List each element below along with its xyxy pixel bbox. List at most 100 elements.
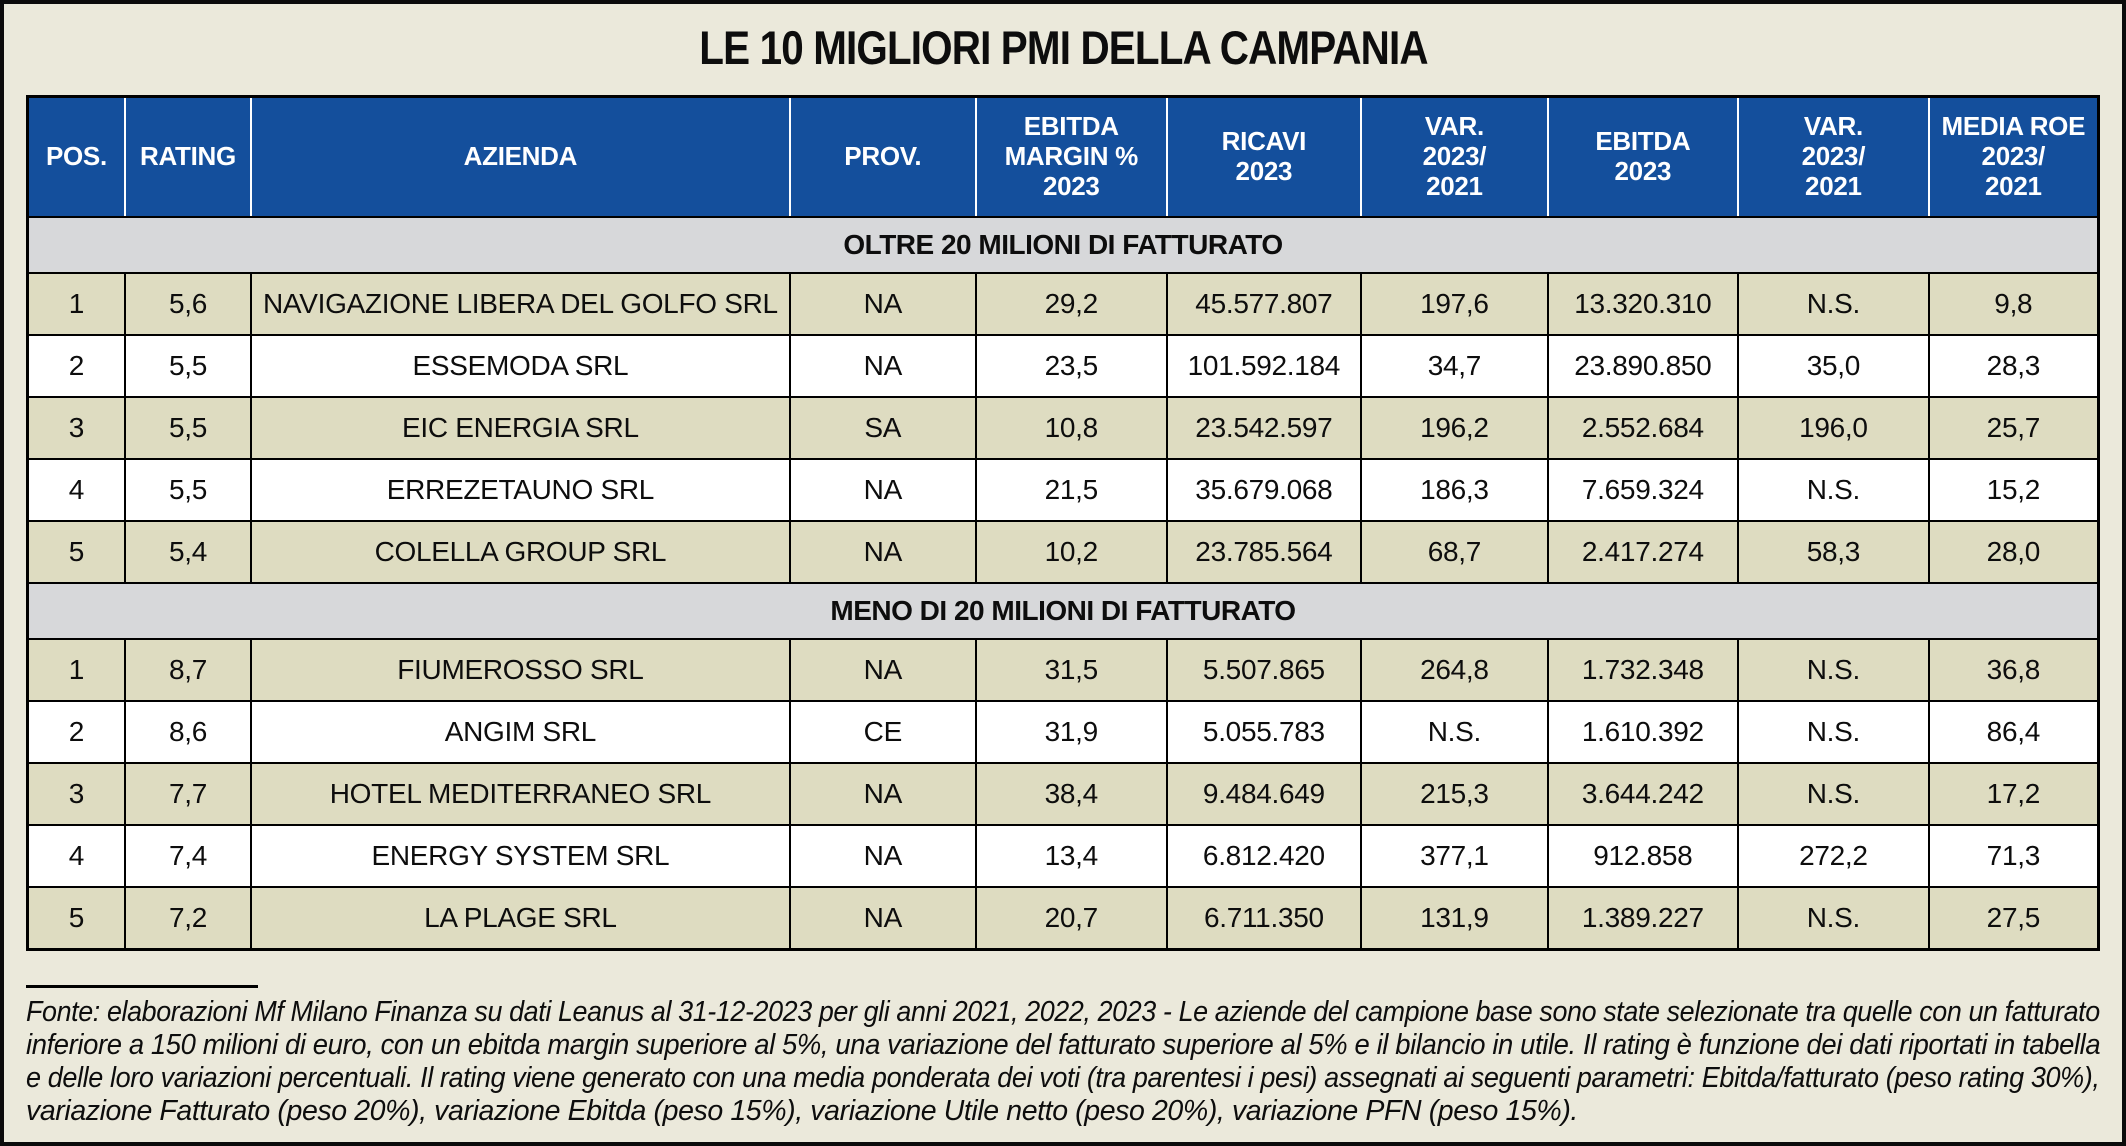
cell-ricavi: 6.812.420 bbox=[1165, 824, 1363, 888]
cell-var-ebitda: 35,0 bbox=[1737, 334, 1930, 398]
table-row: 5 5,4 COLELLA GROUP SRL NA 10,2 23.785.5… bbox=[26, 520, 2100, 584]
table-row: 3 7,7 HOTEL MEDITERRANEO SRL NA 38,4 9.4… bbox=[26, 762, 2100, 826]
cell-media-roe: 27,5 bbox=[1927, 886, 2100, 951]
cell-azienda: ANGIM SRL bbox=[250, 700, 791, 764]
cell-pos: 2 bbox=[26, 334, 126, 398]
cell-azienda: LA PLAGE SRL bbox=[250, 886, 791, 951]
cell-media-roe: 25,7 bbox=[1927, 396, 2100, 460]
cell-var-ebitda: N.S. bbox=[1737, 458, 1930, 522]
cell-rating: 7,2 bbox=[123, 886, 253, 951]
cell-media-roe: 9,8 bbox=[1927, 272, 2100, 336]
header-row: POS. RATING AZIENDA PROV. EBITDA MARGIN … bbox=[26, 95, 2099, 218]
cell-ebitda-margin: 10,2 bbox=[975, 520, 1168, 584]
cell-prov: CE bbox=[788, 700, 978, 764]
column-header-media-roe: MEDIA ROE 2023/ 2021 bbox=[1927, 95, 2099, 218]
source-note-line: e delle loro variazioni percentuali. Il … bbox=[26, 1062, 2100, 1094]
cell-media-roe: 71,3 bbox=[1927, 824, 2100, 888]
cell-ricavi: 9.484.649 bbox=[1165, 762, 1363, 826]
cell-prov: NA bbox=[788, 458, 978, 522]
cell-prov: NA bbox=[788, 334, 978, 398]
cell-ebitda-margin: 38,4 bbox=[975, 762, 1168, 826]
cell-media-roe: 86,4 bbox=[1927, 700, 2100, 764]
cell-ebitda: 1.610.392 bbox=[1546, 700, 1740, 764]
cell-ebitda: 912.858 bbox=[1546, 824, 1740, 888]
cell-rating: 5,6 bbox=[123, 272, 253, 336]
cell-pos: 5 bbox=[26, 520, 126, 584]
cell-pos: 2 bbox=[26, 700, 126, 764]
cell-var-ricavi: 196,2 bbox=[1360, 396, 1549, 460]
cell-var-ricavi: 377,1 bbox=[1360, 824, 1549, 888]
table-row: 4 5,5 ERREZETAUNO SRL NA 21,5 35.679.068… bbox=[26, 458, 2100, 522]
cell-azienda: FIUMEROSSO SRL bbox=[250, 638, 791, 702]
cell-var-ricavi: 68,7 bbox=[1360, 520, 1549, 584]
section-header-meno: MENO DI 20 MILIONI DI FATTURATO bbox=[26, 582, 2100, 640]
cell-pos: 3 bbox=[26, 762, 126, 826]
cell-ebitda: 2.552.684 bbox=[1546, 396, 1740, 460]
table-row: 1 8,7 FIUMEROSSO SRL NA 31,5 5.507.865 2… bbox=[26, 638, 2100, 702]
source-note-line: inferiore a 150 milioni di euro, con un … bbox=[26, 1029, 2101, 1061]
table-row: 5 7,2 LA PLAGE SRL NA 20,7 6.711.350 131… bbox=[26, 886, 2100, 951]
column-header-var-ricavi: VAR. 2023/ 2021 bbox=[1360, 95, 1548, 218]
column-header-var-ebitda: VAR. 2023/ 2021 bbox=[1737, 95, 1929, 218]
cell-ebitda-margin: 31,9 bbox=[975, 700, 1168, 764]
cell-var-ebitda: 196,0 bbox=[1737, 396, 1930, 460]
cell-pos: 1 bbox=[26, 272, 126, 336]
cell-media-roe: 28,3 bbox=[1927, 334, 2100, 398]
cell-var-ricavi: 264,8 bbox=[1360, 638, 1549, 702]
cell-azienda: COLELLA GROUP SRL bbox=[250, 520, 791, 584]
cell-media-roe: 17,2 bbox=[1927, 762, 2100, 826]
column-header-ricavi: RICAVI 2023 bbox=[1165, 95, 1362, 218]
table-row: 3 5,5 EIC ENERGIA SRL SA 10,8 23.542.597… bbox=[26, 396, 2100, 460]
cell-ebitda-margin: 13,4 bbox=[975, 824, 1168, 888]
cell-ricavi: 23.542.597 bbox=[1165, 396, 1363, 460]
cell-rating: 8,7 bbox=[123, 638, 253, 702]
cell-ricavi: 5.507.865 bbox=[1165, 638, 1363, 702]
cell-rating: 5,5 bbox=[123, 396, 253, 460]
cell-prov: NA bbox=[788, 886, 978, 951]
column-header-rating: RATING bbox=[123, 95, 252, 218]
cell-var-ricavi: 215,3 bbox=[1360, 762, 1549, 826]
cell-ebitda: 2.417.274 bbox=[1546, 520, 1740, 584]
cell-ebitda-margin: 23,5 bbox=[975, 334, 1168, 398]
cell-ricavi: 45.577.807 bbox=[1165, 272, 1363, 336]
cell-ricavi: 6.711.350 bbox=[1165, 886, 1363, 951]
cell-pos: 5 bbox=[26, 886, 126, 951]
cell-prov: NA bbox=[788, 638, 978, 702]
cell-pos: 3 bbox=[26, 396, 126, 460]
cell-ebitda-margin: 10,8 bbox=[975, 396, 1168, 460]
section-row-meno: MENO DI 20 MILIONI DI FATTURATO bbox=[26, 582, 2100, 640]
cell-prov: NA bbox=[788, 824, 978, 888]
cell-rating: 5,5 bbox=[123, 334, 253, 398]
cell-var-ricavi: 131,9 bbox=[1360, 886, 1549, 951]
cell-azienda: NAVIGAZIONE LIBERA DEL GOLFO SRL bbox=[250, 272, 791, 336]
cell-rating: 5,5 bbox=[123, 458, 253, 522]
cell-ebitda: 1.389.227 bbox=[1546, 886, 1740, 951]
cell-ricavi: 5.055.783 bbox=[1165, 700, 1363, 764]
source-note-line: variazione Fatturato (peso 20%), variazi… bbox=[26, 1095, 1578, 1127]
cell-ebitda: 7.659.324 bbox=[1546, 458, 1740, 522]
cell-var-ricavi: 197,6 bbox=[1360, 272, 1549, 336]
section-header-oltre: OLTRE 20 MILIONI DI FATTURATO bbox=[26, 216, 2100, 274]
table-row: 1 5,6 NAVIGAZIONE LIBERA DEL GOLFO SRL N… bbox=[26, 272, 2100, 336]
column-header-pos: POS. bbox=[26, 95, 125, 218]
column-header-azienda: AZIENDA bbox=[250, 95, 790, 218]
cell-pos: 1 bbox=[26, 638, 126, 702]
cell-ebitda: 23.890.850 bbox=[1546, 334, 1740, 398]
cell-rating: 8,6 bbox=[123, 700, 253, 764]
table-row: 2 5,5 ESSEMODA SRL NA 23,5 101.592.184 3… bbox=[26, 334, 2100, 398]
cell-prov: SA bbox=[788, 396, 978, 460]
cell-prov: NA bbox=[788, 762, 978, 826]
cell-var-ebitda: N.S. bbox=[1737, 700, 1930, 764]
column-header-ebitda-margin: EBITDA MARGIN % 2023 bbox=[975, 95, 1167, 218]
cell-rating: 7,4 bbox=[123, 824, 253, 888]
footnote-rule bbox=[26, 985, 258, 988]
cell-pos: 4 bbox=[26, 824, 126, 888]
cell-var-ebitda: 272,2 bbox=[1737, 824, 1930, 888]
cell-azienda: EIC ENERGIA SRL bbox=[250, 396, 791, 460]
cell-ebitda: 1.732.348 bbox=[1546, 638, 1740, 702]
cell-azienda: ENERGY SYSTEM SRL bbox=[250, 824, 791, 888]
cell-var-ebitda: 58,3 bbox=[1737, 520, 1930, 584]
cell-var-ricavi: 186,3 bbox=[1360, 458, 1549, 522]
cell-ricavi: 101.592.184 bbox=[1165, 334, 1363, 398]
cell-azienda: ESSEMODA SRL bbox=[250, 334, 791, 398]
